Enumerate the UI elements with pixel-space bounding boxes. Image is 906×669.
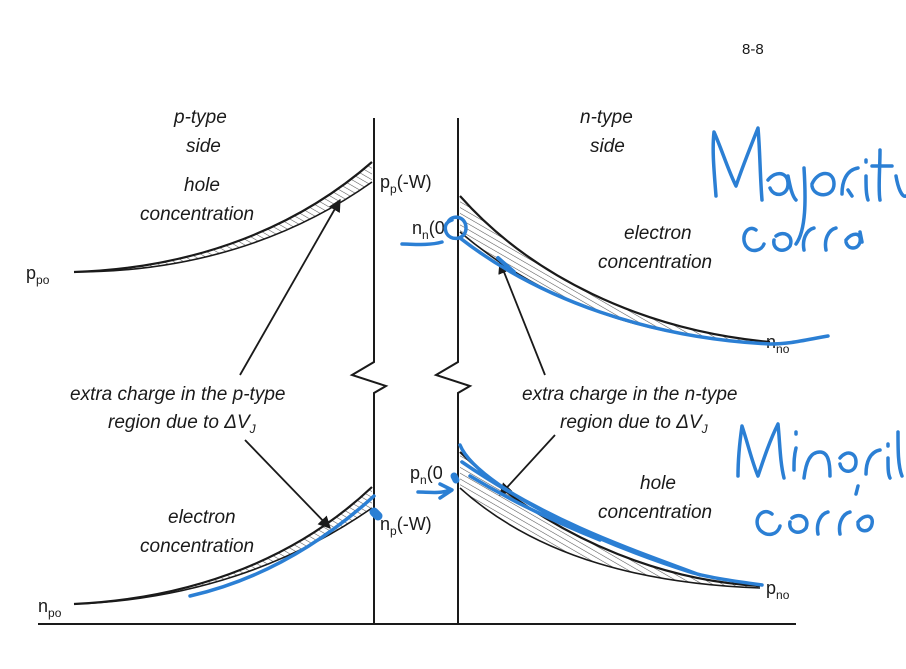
p-hole-excess-hatched-region xyxy=(74,162,372,272)
n-annotation-line2: region due to ΔVJ xyxy=(560,412,709,436)
n-electron-label-line1: electron xyxy=(624,223,692,244)
n-annotation-arrow-to-electron-region xyxy=(498,260,546,376)
ink-word-majority xyxy=(711,126,906,246)
n-hole-label-line1: hole xyxy=(640,473,676,494)
n-annotation-arrow-to-hole-region xyxy=(499,434,556,496)
p-annotation-line2: region due to ΔVJ xyxy=(108,412,257,436)
handwritten-text-majority-carrier: carrier xyxy=(740,259,744,261)
ink-arrow-pn0 xyxy=(416,482,454,500)
ppo-label: ppo xyxy=(26,263,50,287)
p-electron-concentration-curve-upper xyxy=(73,486,373,606)
ink-trace-p-electron xyxy=(188,494,376,598)
ink-word-majority-underline xyxy=(846,188,854,198)
ink-circle-nn0 xyxy=(443,215,468,241)
handwritten-majority-carrier-word xyxy=(711,126,906,253)
npo-label: npo xyxy=(38,596,62,620)
p-annotation-line1: extra charge in the p-type xyxy=(70,384,285,405)
np-minus-w-label: np(-W) xyxy=(380,514,432,538)
p-electron-label-line2: concentration xyxy=(140,536,254,557)
ink-dash-nn0 xyxy=(400,240,444,247)
handwritten-text-majority: Majority xyxy=(714,208,718,211)
p-type-title-line2: side xyxy=(186,136,221,157)
p-electron-concentration-curve-lower xyxy=(73,507,373,605)
pn-0-label: pn(0 xyxy=(410,463,443,487)
p-hole-concentration-curve-upper xyxy=(73,161,373,274)
n-electron-label-line2: concentration xyxy=(598,252,712,273)
p-type-title-line1: p-type xyxy=(173,107,227,128)
nn-0-label: nn(0 xyxy=(412,218,445,242)
nno-label: nno xyxy=(766,332,790,356)
n-annotation-line1: extra charge in the n-type xyxy=(522,384,737,405)
ink-trace-n-electron xyxy=(458,236,830,346)
page-number: 8-8 xyxy=(742,41,764,58)
n-electron-concentration-curve-upper xyxy=(459,195,771,344)
pno-label: pno xyxy=(766,578,790,602)
n-electron-excess-hatched-region xyxy=(460,196,770,344)
n-type-title-line1: n-type xyxy=(580,107,633,128)
p-side-junction-edge xyxy=(349,118,389,624)
p-electron-label-line1: electron xyxy=(168,507,236,528)
p-hole-label-line2: concentration xyxy=(140,204,254,225)
ink-arrow-stroke-n-electron xyxy=(496,256,516,274)
n-hole-concentration-curve-lower xyxy=(459,487,761,589)
ink-word-carrier-top xyxy=(742,226,864,253)
n-type-title-line2: side xyxy=(590,136,625,157)
ink-word-carrier-bottom xyxy=(755,509,874,537)
ink-dot-np-w xyxy=(369,507,383,521)
handwritten-ink-overlay xyxy=(188,126,906,598)
ink-word-minority-tail xyxy=(854,484,860,496)
handwritten-minority-carrier-word xyxy=(736,422,904,537)
handwritten-text-minority-carrier: carrier xyxy=(752,543,756,545)
p-annotation-arrow-to-electron-region xyxy=(244,439,331,529)
ink-word-minority xyxy=(736,422,904,480)
n-side-junction-edge xyxy=(433,118,473,624)
p-annotation-arrow-to-hole-region xyxy=(239,198,341,376)
ink-dot-pn0 xyxy=(450,472,460,484)
pp-minus-w-label: pp(-W) xyxy=(380,172,432,196)
n-hole-excess-hatched-region xyxy=(460,452,760,588)
n-hole-label-line2: concentration xyxy=(598,502,712,523)
handwritten-text-minority: Minority xyxy=(738,488,742,491)
ink-scribble-n-hole xyxy=(458,443,764,587)
p-hole-label-line1: hole xyxy=(184,175,220,196)
